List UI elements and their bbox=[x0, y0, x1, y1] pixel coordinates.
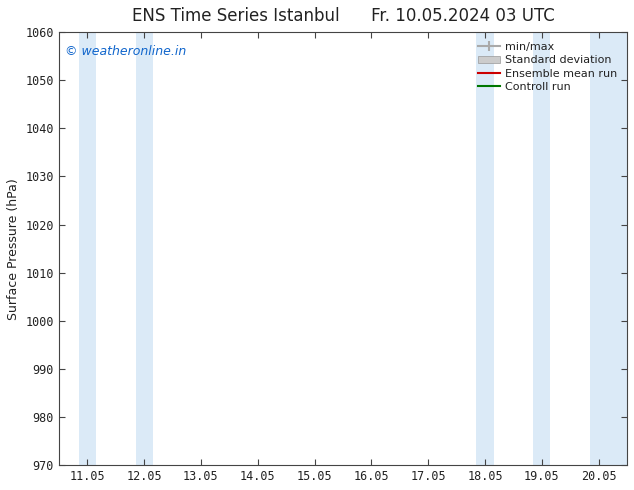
Bar bbox=[533, 32, 550, 465]
Bar bbox=[477, 32, 493, 465]
Bar bbox=[590, 32, 627, 465]
Y-axis label: Surface Pressure (hPa): Surface Pressure (hPa) bbox=[7, 178, 20, 319]
Legend: min/max, Standard deviation, Ensemble mean run, Controll run: min/max, Standard deviation, Ensemble me… bbox=[474, 38, 621, 97]
Title: ENS Time Series Istanbul      Fr. 10.05.2024 03 UTC: ENS Time Series Istanbul Fr. 10.05.2024 … bbox=[132, 7, 554, 25]
Text: © weatheronline.in: © weatheronline.in bbox=[65, 45, 186, 58]
Bar bbox=[136, 32, 153, 465]
Bar bbox=[79, 32, 96, 465]
